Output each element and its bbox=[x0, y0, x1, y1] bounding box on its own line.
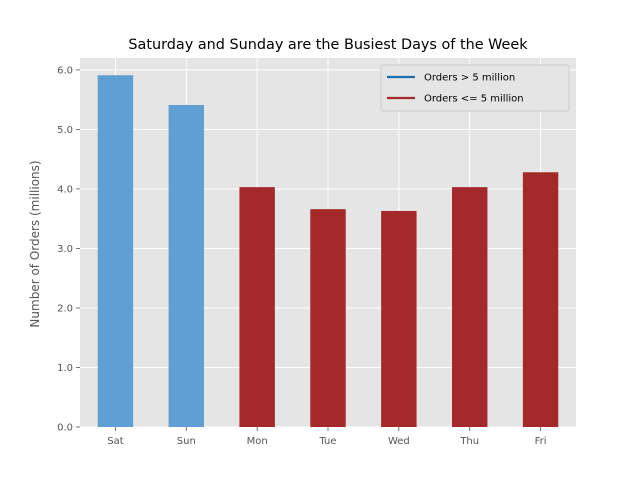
bars bbox=[97, 75, 559, 428]
legend-label: Orders <= 5 million bbox=[424, 94, 524, 105]
bar-sat bbox=[97, 75, 134, 427]
x-tick-label: Sat bbox=[107, 436, 123, 447]
legend-label: Orders > 5 million bbox=[424, 73, 515, 84]
x-tick-label: Thu bbox=[459, 436, 479, 447]
legend: Orders > 5 million Orders <= 5 million bbox=[380, 64, 570, 112]
bar-thu bbox=[452, 187, 488, 427]
y-tick-label: 3.0 bbox=[57, 244, 73, 255]
legend-box bbox=[380, 64, 570, 112]
y-tick-label: 4.0 bbox=[57, 184, 73, 195]
bar-tue bbox=[310, 209, 346, 427]
y-tick-label: 6.0 bbox=[57, 65, 73, 76]
x-tick-label: Mon bbox=[247, 436, 268, 447]
y-tick-label: 0.0 bbox=[57, 423, 73, 434]
y-tick-label: 2.0 bbox=[57, 303, 73, 314]
x-tick-label: Sun bbox=[177, 436, 196, 447]
axis-ticks: 0.0 1.0 2.0 3.0 4.0 5.0 6.0 Sat Sun Mon Tue Wed Thu F… bbox=[57, 65, 546, 447]
bar-wed bbox=[381, 210, 417, 427]
bar-mon bbox=[239, 187, 275, 427]
chart-title: Saturday and Sunday are the Busiest Days… bbox=[128, 37, 528, 53]
x-tick-label: Tue bbox=[318, 436, 336, 447]
y-axis-label: Number of Orders (millions) bbox=[28, 160, 42, 327]
y-tick-label: 5.0 bbox=[57, 125, 73, 136]
x-tick-label: Fri bbox=[535, 436, 547, 447]
x-tick-label: Wed bbox=[388, 436, 410, 447]
y-tick-label: 1.0 bbox=[57, 363, 73, 374]
bar-fri bbox=[522, 172, 559, 427]
bar-sun bbox=[168, 105, 204, 428]
